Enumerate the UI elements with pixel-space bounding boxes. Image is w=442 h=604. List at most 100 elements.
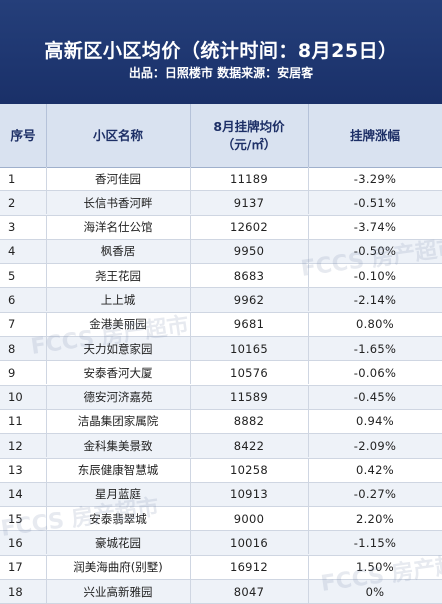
row-price: 8047 [233, 584, 265, 599]
column-divider [308, 264, 309, 288]
row-price: 8882 [233, 414, 265, 429]
table-row: 3 海洋名仕公馆 12602 -3.74% [0, 215, 442, 240]
row-no: 15 [8, 511, 23, 526]
row-price: 9681 [233, 317, 265, 332]
table-row: 7 金港美丽园 9681 0.80% [0, 312, 442, 338]
row-change: -0.45% [353, 390, 397, 405]
row-change: -2.14% [353, 292, 397, 307]
column-divider [308, 167, 309, 190]
row-price: 16912 [229, 560, 269, 575]
row-change: -1.15% [353, 535, 397, 550]
row-name: 天力如意家园 [83, 341, 153, 356]
row-change: -3.74% [353, 220, 397, 235]
row-change: -2.09% [353, 438, 397, 453]
row-change: -1.65% [353, 341, 397, 356]
column-divider [46, 167, 47, 190]
column-divider [46, 434, 47, 458]
table-row: 1 香河佳园 11189 -3.29% [0, 167, 442, 192]
table-row: 13 东辰健康智慧城 10258 0.42% [0, 458, 442, 483]
column-divider [46, 361, 47, 385]
column-divider [308, 458, 309, 482]
row-no: 16 [8, 535, 23, 550]
row-no: 2 [8, 195, 16, 210]
table-row: 14 星月蓝庭 10913 -0.27% [0, 482, 442, 508]
column-divider [190, 555, 191, 579]
table-row: 18 兴业高新雅园 8047 0% [0, 580, 442, 604]
column-divider [46, 312, 47, 336]
column-divider [46, 337, 47, 361]
row-no: 10 [8, 390, 23, 405]
column-divider [46, 507, 47, 531]
table-row: 2 长信书香河畔 9137 -0.51% [0, 191, 442, 216]
column-divider [46, 482, 47, 506]
header-price: 8月挂牌均价 （元/㎡） [190, 104, 308, 167]
row-change: -0.51% [353, 195, 397, 210]
column-divider [190, 385, 191, 409]
row-change: -0.50% [353, 244, 397, 259]
row-no: 1 [8, 171, 16, 186]
row-price: 9950 [233, 244, 265, 259]
row-name: 上上城 [100, 292, 136, 307]
column-divider [308, 215, 309, 239]
row-name: 香河佳园 [95, 171, 141, 186]
row-price: 10913 [229, 487, 269, 502]
column-divider [308, 409, 309, 433]
table-row: 10 德安河济嘉苑 11589 -0.45% [0, 385, 442, 410]
column-divider [308, 531, 309, 555]
row-price: 9137 [233, 195, 265, 210]
row-price: 8422 [233, 438, 265, 453]
row-name: 安泰香河大厦 [83, 365, 153, 380]
column-divider [190, 312, 191, 336]
table-row: 17 润美海曲府(别墅) 16912 1.50% [0, 555, 442, 581]
column-divider [190, 191, 191, 215]
page-subtitle: 出品：日照楼市 数据来源：安居客 [128, 66, 314, 80]
column-divider [46, 385, 47, 409]
row-change: -0.10% [353, 268, 397, 283]
column-divider [190, 531, 191, 555]
column-divider [308, 555, 309, 579]
column-divider [190, 482, 191, 506]
table-row: 11 洁晶集团家属院 8882 0.94% [0, 409, 442, 435]
column-divider [190, 507, 191, 531]
column-divider [46, 264, 47, 288]
row-no: 5 [8, 268, 16, 283]
header-change: 挂牌涨幅 [349, 127, 400, 143]
table-row: 8 天力如意家园 10165 -1.65% [0, 337, 442, 362]
column-divider [46, 191, 47, 215]
row-name: 金港美丽园 [89, 317, 147, 332]
row-name: 洁晶集团家属院 [77, 414, 159, 429]
row-no: 8 [8, 341, 16, 356]
row-name: 海洋名仕公馆 [83, 220, 153, 235]
column-divider [308, 385, 309, 409]
row-name: 枫香居 [100, 244, 136, 259]
row-name: 润美海曲府(别墅) [73, 560, 163, 575]
row-no: 7 [8, 317, 16, 332]
row-change: -3.29% [353, 171, 397, 186]
table-row: 6 上上城 9962 -2.14% [0, 288, 442, 313]
column-divider [190, 434, 191, 458]
column-divider [308, 361, 309, 385]
column-divider [190, 580, 191, 604]
table-row: 12 金科集美景致 8422 -2.09% [0, 434, 442, 459]
column-divider [46, 239, 47, 263]
header-divider [190, 104, 191, 167]
row-no: 13 [8, 463, 23, 478]
row-price: 8683 [233, 268, 265, 283]
header-divider [308, 104, 309, 167]
column-divider [190, 337, 191, 361]
column-divider [308, 580, 309, 604]
row-name: 豪城花园 [95, 535, 141, 550]
row-change: 0.42% [355, 463, 395, 478]
page-title: 高新区小区均价（统计时间：8月25日） [44, 40, 398, 62]
row-name: 星月蓝庭 [95, 487, 141, 502]
table-row: 15 安泰翡翠城 9000 2.20% [0, 507, 442, 532]
column-divider [190, 288, 191, 312]
row-no: 3 [8, 220, 16, 235]
row-price: 11189 [229, 171, 269, 186]
column-divider [46, 409, 47, 433]
row-price: 11589 [229, 390, 269, 405]
row-no: 17 [8, 560, 23, 575]
row-price: 10576 [229, 365, 269, 380]
column-divider [308, 337, 309, 361]
column-divider [308, 288, 309, 312]
